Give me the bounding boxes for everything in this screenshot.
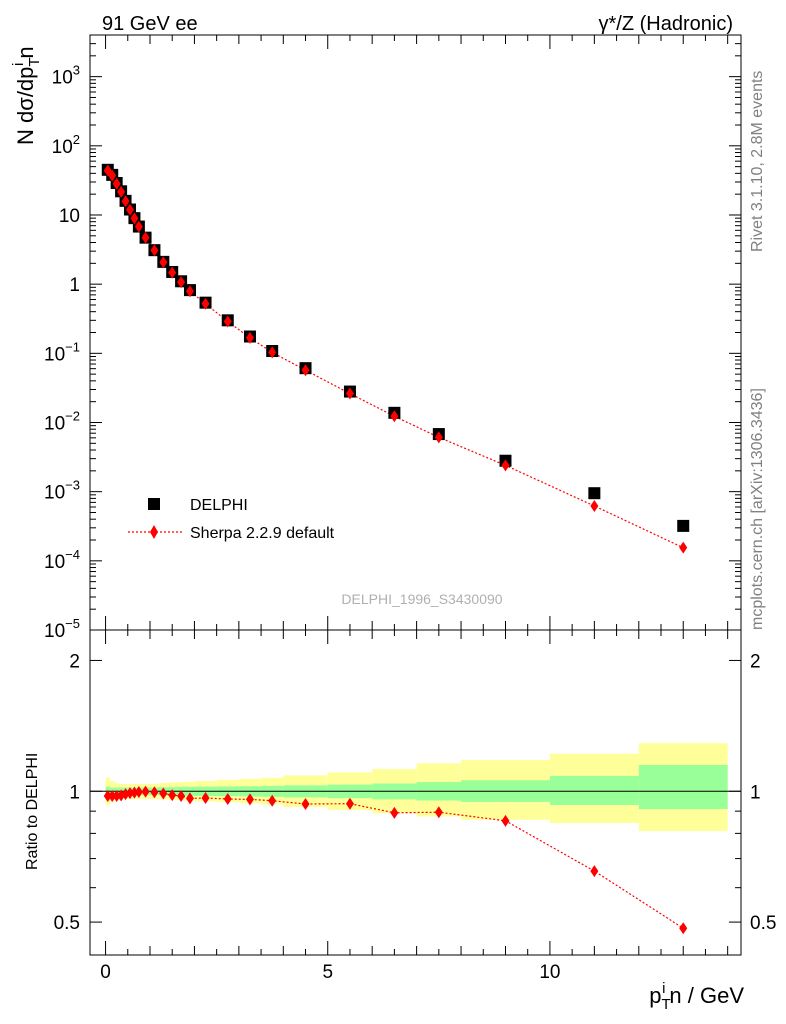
sherpa-point: [150, 244, 159, 257]
ratio-frame: [89, 629, 742, 956]
source-label: mcplots.cern.ch [arXiv:1306.3436]: [749, 388, 766, 630]
main-y-tick-label: 10−4: [44, 547, 80, 573]
delphi-point: [677, 519, 690, 532]
sherpa-point: [121, 195, 130, 208]
main-y-tick-label: 10−5: [44, 616, 80, 642]
ratio-y-tick-label-left: 0.5: [54, 913, 80, 934]
stat-band-bin: [549, 775, 639, 805]
sherpa-point: [434, 431, 443, 444]
main-y-tick-label: 1: [69, 275, 80, 296]
main-y-tick-label: 10−3: [44, 478, 80, 504]
ratio-sherpa-point: [103, 790, 112, 803]
ratio-sherpa-point: [301, 797, 310, 810]
ratio-sherpa-point: [268, 794, 277, 807]
sherpa-point: [390, 410, 399, 423]
main-axis-ticks: [90, 34, 741, 631]
ratio-panel: 0.5 0.5 1 1 2 2 0 5 10 Ratio to DELPHI pTi n / G…: [24, 629, 777, 1013]
stat-band-bin: [638, 764, 728, 810]
main-y-tick-label: 10−2: [44, 408, 80, 434]
ratio-sherpa-point: [434, 806, 443, 819]
ratio-y-tick-label-right: 0.5: [750, 913, 776, 934]
ratio-sherpa-point: [201, 791, 210, 804]
ratio-sherpa-points: [103, 785, 688, 935]
sherpa-point: [130, 212, 139, 225]
sherpa-point: [223, 315, 232, 328]
sherpa-point: [125, 203, 134, 216]
ratio-sherpa-point: [390, 806, 399, 819]
rivet-label: Rivet 3.1.10, 2.8M events: [749, 71, 766, 252]
ratio-sherpa-point: [108, 790, 117, 803]
watermark: DELPHI_1996_S3430090: [341, 591, 502, 607]
ratio-sherpa-point: [168, 789, 177, 802]
legend: DELPHI Sherpa 2.2.9 default: [128, 497, 335, 542]
ratio-sherpa-point: [150, 786, 159, 799]
main-y-tick-label: 10: [59, 206, 80, 227]
sherpa-point: [245, 331, 254, 344]
main-frame: [89, 34, 742, 631]
ratio-sherpa-point: [159, 787, 168, 800]
ratio-sherpa-point: [590, 865, 599, 878]
ratio-sherpa-point: [501, 814, 510, 827]
sherpa-point: [177, 276, 186, 289]
x-tick-label: 0: [100, 962, 111, 983]
sherpa-point: [268, 346, 277, 359]
ratio-sherpa-point: [125, 787, 134, 800]
ratio-sherpa-point: [679, 922, 688, 935]
sherpa-point: [141, 231, 150, 244]
legend-delphi-label: DELPHI: [190, 497, 248, 514]
sherpa-point: [590, 500, 599, 513]
ratio-sherpa-point: [177, 790, 186, 803]
sherpa-point: [108, 169, 117, 182]
x-tick-label: 5: [322, 962, 333, 983]
ratio-y-axis-title: Ratio to DELPHI: [24, 753, 41, 870]
ratio-sherpa-point: [185, 792, 194, 805]
ratio-y-tick-label-left: 2: [69, 651, 80, 672]
delphi-point: [588, 487, 601, 500]
ratio-y-tick-label-left: 1: [69, 782, 80, 803]
sherpa-point: [679, 541, 688, 554]
legend-sherpa-marker: [150, 525, 158, 539]
sherpa-points: [103, 164, 688, 554]
legend-sherpa-label: Sherpa 2.2.9 default: [190, 525, 335, 542]
ratio-sherpa-point: [112, 790, 121, 803]
ratio-axis-ticks: [90, 630, 741, 955]
ratio-sherpa-point: [345, 797, 354, 810]
ratio-sherpa-point: [223, 792, 232, 805]
legend-delphi-marker: [148, 498, 160, 510]
x-tick-label: 10: [539, 962, 560, 983]
header-left-title: 91 GeV ee: [102, 13, 198, 35]
main-y-tick-label: 10−1: [44, 339, 80, 365]
main-y-tick-label: 103: [52, 63, 80, 89]
sherpa-point: [345, 387, 354, 400]
sherpa-point: [185, 285, 194, 298]
ratio-y-tick-label-right: 2: [750, 651, 761, 672]
sherpa-point: [117, 185, 126, 198]
sherpa-point: [112, 177, 121, 190]
ratio-sherpa-point: [134, 786, 143, 799]
ratio-y-tick-labels: 0.5 0.5 1 1 2 2: [54, 651, 777, 934]
sherpa-point: [168, 266, 177, 279]
sherpa-point: [159, 256, 168, 269]
header-right-title: γ*/Z (Hadronic): [599, 13, 733, 35]
delphi-points: [101, 163, 690, 532]
ratio-y-tick-label-right: 1: [750, 782, 761, 803]
sherpa-point: [134, 220, 143, 233]
ratio-sherpa-point: [130, 786, 139, 799]
main-y-tick-label: 102: [52, 132, 80, 158]
ratio-sherpa-point: [141, 785, 150, 798]
main-y-axis-title: N dσ/dpTin: [10, 46, 43, 145]
ratio-x-tick-labels: 0 5 10: [100, 962, 560, 983]
ratio-sherpa-point: [245, 793, 254, 806]
sherpa-point: [201, 297, 210, 310]
x-axis-title: pTi n / GeV: [649, 980, 744, 1013]
sherpa-point: [501, 459, 510, 472]
sherpa-point: [301, 364, 310, 377]
